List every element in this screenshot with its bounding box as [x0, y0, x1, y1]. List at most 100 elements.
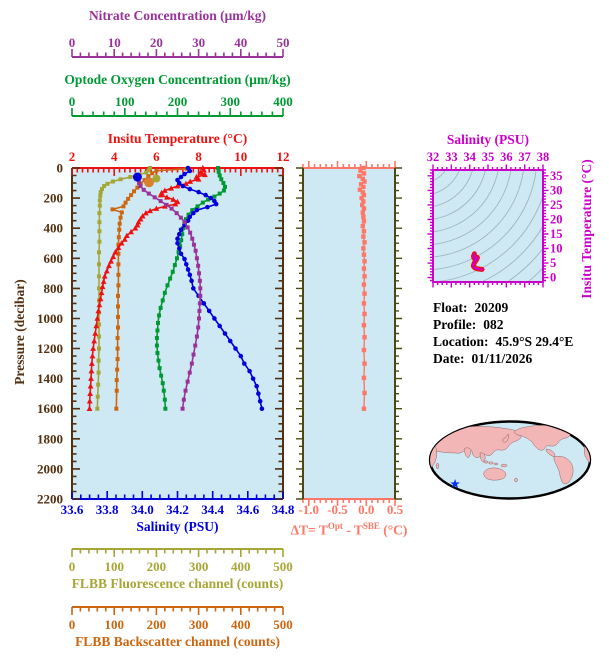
- dt-tick-label: 0.0: [358, 502, 374, 517]
- fluorescence-scale-ticks: [71, 549, 284, 557]
- data-marker: [256, 391, 261, 396]
- data-marker: [97, 295, 104, 302]
- fluorescence-scale-tick-label: 100: [104, 559, 124, 574]
- data-marker: [118, 215, 123, 220]
- data-marker: [181, 226, 186, 231]
- dt-data-marker: [361, 375, 367, 381]
- data-marker: [202, 171, 208, 178]
- data-marker: [198, 286, 203, 291]
- data-marker: [137, 216, 144, 222]
- data-marker: [191, 286, 196, 291]
- ts-y-tick-label: 35: [550, 169, 563, 183]
- data-marker: [162, 290, 167, 295]
- data-marker: [197, 278, 202, 283]
- data-marker: [185, 225, 190, 230]
- data-marker: [221, 181, 226, 186]
- data-marker: [183, 217, 188, 222]
- data-marker: [197, 271, 202, 276]
- data-marker: [216, 169, 221, 174]
- data-marker: [110, 253, 117, 260]
- data-marker: [187, 178, 194, 184]
- data-marker: [170, 269, 175, 274]
- data-marker: [174, 211, 179, 216]
- data-marker: [90, 345, 96, 351]
- temperature-axis-title: Insitu Temperature (°C): [107, 131, 248, 146]
- data-marker: [96, 382, 101, 387]
- backscatter-scale-tick-label: 100: [104, 617, 124, 632]
- data-marker: [155, 328, 160, 333]
- pressure-ticks: [72, 167, 283, 500]
- data-marker: [114, 406, 119, 411]
- pressure-tick-label: 2000: [37, 461, 63, 476]
- dt-data-marker: [360, 202, 365, 208]
- data-marker: [160, 381, 165, 386]
- data-marker: [121, 236, 128, 242]
- data-marker: [186, 212, 191, 217]
- data-marker: [110, 179, 115, 184]
- land-australia: [483, 467, 507, 481]
- data-marker: [152, 195, 157, 200]
- data-marker: [165, 283, 170, 288]
- surface-marker: [152, 174, 161, 183]
- data-marker: [115, 357, 120, 362]
- delta-t-axis-title: ΔT= TOpt - TSBE (°C): [282, 521, 416, 539]
- data-marker: [134, 222, 141, 228]
- data-marker: [116, 283, 121, 288]
- data-marker: [96, 358, 101, 363]
- data-marker: [178, 227, 184, 232]
- dt-data-marker: [361, 184, 366, 190]
- curve-oxygen: [154, 166, 227, 411]
- land-south-america: [553, 455, 574, 485]
- fluorescence-axis-title: FLBB Fluorescence channel (counts): [71, 576, 284, 591]
- data-marker: [95, 394, 100, 399]
- data-marker: [157, 313, 162, 318]
- temperature-axis-tick-label: 6: [153, 149, 160, 164]
- data-marker: [179, 238, 184, 243]
- nitrate-scale-tick-label: 0: [69, 35, 76, 50]
- data-marker: [257, 398, 263, 404]
- data-marker: [115, 244, 122, 251]
- data-marker: [216, 166, 221, 170]
- data-marker: [135, 185, 140, 190]
- pressure-tick-label: 400: [44, 221, 64, 236]
- data-marker: [194, 334, 199, 339]
- ts-curve-group: [470, 251, 485, 272]
- data-marker: [97, 262, 102, 267]
- data-marker: [116, 262, 121, 267]
- data-marker: [160, 298, 165, 303]
- data-marker: [175, 236, 180, 242]
- dt-data-marker: [360, 176, 365, 182]
- data-marker: [158, 305, 163, 310]
- data-marker: [191, 242, 196, 247]
- pressure-tick-label: 200: [44, 191, 64, 206]
- nitrate-axis-title: Nitrate Concentration (μm/kg): [88, 8, 267, 23]
- dt-data-marker: [361, 171, 367, 176]
- data-marker: [88, 375, 94, 381]
- ts-y-tick-label: 10: [550, 242, 563, 256]
- dt-data-marker: [362, 179, 367, 184]
- land-new-guinea: [500, 463, 508, 468]
- dt-data-marker: [359, 195, 364, 201]
- data-marker: [86, 405, 93, 412]
- oxygen-scale-tick-label: 0: [69, 94, 76, 109]
- ts-y-tick-label: 20: [550, 212, 563, 226]
- dt-tick-label: 0.5: [387, 502, 404, 517]
- float-id-label: Float:: [433, 300, 468, 315]
- data-marker: [97, 286, 102, 291]
- data-marker: [187, 214, 193, 220]
- data-marker: [97, 239, 102, 244]
- data-marker: [94, 315, 101, 321]
- data-marker: [195, 176, 202, 182]
- data-marker: [154, 343, 159, 348]
- data-marker: [176, 250, 181, 255]
- dt-data-marker: [361, 228, 367, 234]
- pressure-tick-label: 1400: [37, 371, 63, 386]
- data-marker: [153, 205, 160, 211]
- profile-row: Profile: 082: [433, 316, 573, 333]
- data-marker: [95, 307, 102, 314]
- curve-backscatter: [110, 166, 189, 411]
- data-marker: [142, 210, 149, 216]
- data-marker: [114, 388, 119, 393]
